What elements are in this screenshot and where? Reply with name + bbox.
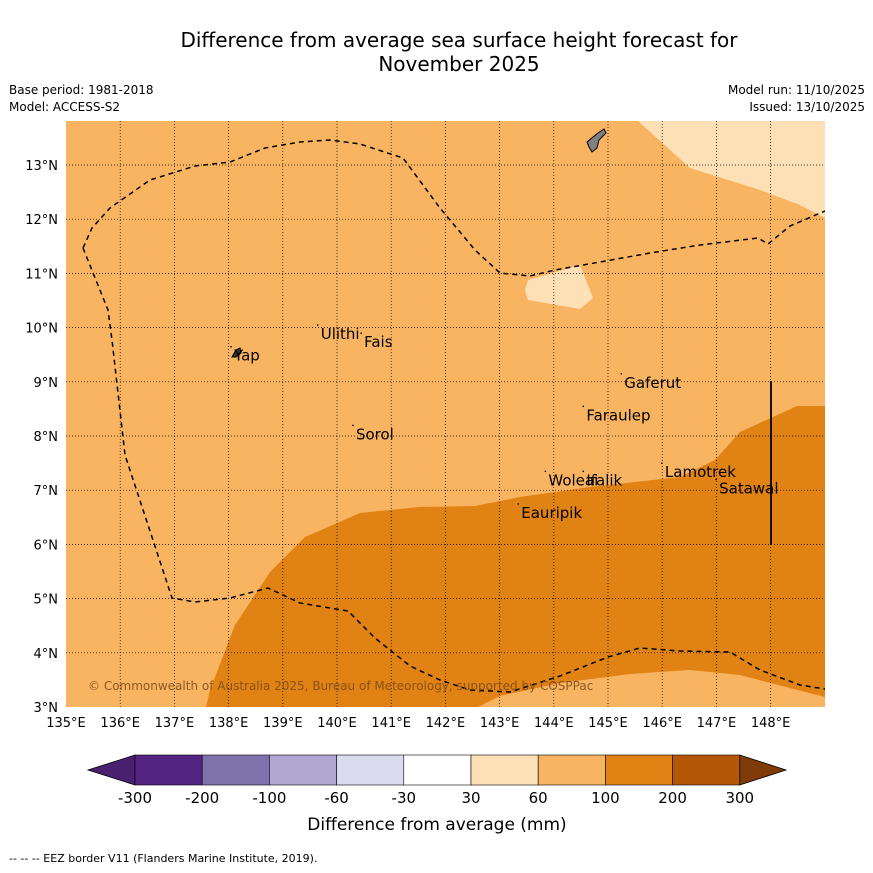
place-marker [544, 470, 547, 473]
lat-tick-label: 13°N [25, 159, 58, 174]
lon-tick-label: 138°E [209, 716, 249, 731]
colorbar-extend-low [86, 754, 136, 786]
colorbar-tick-label: 60 [529, 789, 548, 807]
lat-tick-label: 4°N [34, 647, 59, 662]
lon-tick-label: 148°E [751, 716, 791, 731]
place-label: Sorol [356, 425, 394, 443]
eez-border [82, 139, 825, 693]
place-label: Ifalik [586, 471, 622, 489]
region-30-60-northeast [638, 121, 825, 218]
place-marker [582, 405, 585, 408]
colorbar-segment [336, 754, 405, 786]
lon-tick-label: 144°E [534, 716, 574, 731]
guam-island [586, 128, 607, 153]
lat-tick-label: 8°N [34, 430, 59, 445]
colorbar-tick-label: -60 [324, 789, 349, 807]
region-60-100-south [478, 670, 825, 707]
yap-island [231, 347, 242, 358]
colorbar-tick-label: -100 [252, 789, 286, 807]
place-marker [230, 345, 232, 348]
lat-tick-label: 3°N [34, 701, 59, 716]
map-area: © Commonwealth of Australia 2025, Bureau… [66, 121, 825, 707]
place-label: Fais [364, 333, 393, 351]
lon-tick-label: 145°E [588, 716, 628, 731]
place-marker [620, 373, 623, 375]
colorbar-tick-label: -200 [185, 789, 219, 807]
colorbar-segment [201, 754, 270, 786]
lon-tick-label: 141°E [371, 716, 411, 731]
colorbar-tick-label: 30 [461, 789, 480, 807]
issued-date: Issued: 13/10/2025 [749, 100, 865, 114]
lat-tick-label: 10°N [25, 322, 58, 337]
lat-tick-label: 12°N [25, 213, 58, 228]
colorbar-segment [470, 754, 539, 786]
colorbar-extend-high [739, 754, 788, 786]
place-marker [360, 332, 362, 334]
lon-tick-label: 142°E [426, 716, 466, 731]
lon-tick-label: 135°E [46, 716, 86, 731]
place-label: Yap [233, 347, 260, 365]
lat-tick-label: 5°N [34, 593, 59, 608]
gridlines [66, 121, 825, 707]
region-30-60-patch [525, 265, 593, 309]
title-line-1: Difference from average sea surface heig… [180, 28, 738, 52]
lat-tick-label: 11°N [25, 267, 58, 282]
colorbar-segment [605, 754, 673, 786]
colorbar-segment [403, 754, 472, 786]
colorbar-segment [537, 754, 606, 786]
colorbar-tick-label: 200 [658, 789, 687, 807]
colorbar-label: Difference from average (mm) [307, 815, 566, 835]
place-marker [661, 462, 663, 465]
meta-right: Model run: 11/10/2025 Issued: 13/10/2025 [728, 82, 865, 116]
place-label: Ulithi [321, 325, 360, 343]
place-marker [715, 478, 717, 481]
place-marker [582, 470, 585, 473]
place-label: Satawal [719, 479, 778, 497]
colorbar-segment [134, 754, 203, 786]
model-run: Model run: 11/10/2025 [727, 83, 865, 97]
colorbar-tick-label: -300 [118, 789, 152, 807]
place-label: Woleai [548, 471, 598, 489]
lon-tick-label: 137°E [155, 716, 195, 731]
longitude-labels: 135°E 136°E 137°E 138°E 139°E 140°E 141°E 142°E… [46, 716, 790, 731]
footer-note: -- -- -- EEZ border V11 (Flanders Marine… [9, 852, 318, 865]
meta-left: Base period: 1981-2018 Model: ACCESS-S2 [9, 82, 154, 116]
lat-tick-label: 7°N [34, 484, 59, 499]
lon-tick-label: 143°E [480, 716, 520, 731]
lon-tick-label: 136°E [100, 716, 140, 731]
place-label: Gaferut [624, 374, 681, 392]
place-marker [316, 324, 319, 326]
lat-tick-label: 6°N [34, 538, 59, 553]
lat-tick-label: 9°N [34, 376, 59, 391]
place-marker [352, 424, 354, 427]
colorbar-tick-label: 300 [725, 789, 754, 807]
place-label: Faraulep [586, 406, 650, 424]
copyright-text: © Commonwealth of Australia 2025, Bureau… [88, 679, 593, 693]
lon-tick-label: 139°E [263, 716, 303, 731]
title-line-2: November 2025 [378, 52, 540, 76]
chart-title: Difference from average sea surface heig… [0, 28, 873, 76]
lon-tick-label: 146°E [642, 716, 682, 731]
base-period: Base period: 1981-2018 [9, 83, 154, 97]
region-100-200 [206, 406, 825, 707]
colorbar: -300 -200 -100 -60 -30 30 60 100 200 300 [86, 754, 788, 807]
colorbar-tick-label: 100 [591, 789, 620, 807]
lon-tick-label: 140°E [317, 716, 357, 731]
place-label: Eauripik [521, 504, 582, 522]
lon-tick-label: 147°E [697, 716, 737, 731]
colorbar-segment [269, 754, 337, 786]
place-marker [517, 503, 520, 505]
place-label: Lamotrek [665, 463, 736, 481]
model-name: Model: ACCESS-S2 [9, 100, 121, 114]
place-labels: Ulithi Fais Yap Gaferut Faraulep Sorol Lamotre… [230, 324, 779, 522]
colorbar-segment [672, 754, 741, 786]
latitude-labels: 3°N 4°N 5°N 6°N 7°N 8°N 9°N 10°N 11°N 12°N 13°N [25, 159, 58, 716]
colorbar-tick-label: -30 [392, 789, 417, 807]
